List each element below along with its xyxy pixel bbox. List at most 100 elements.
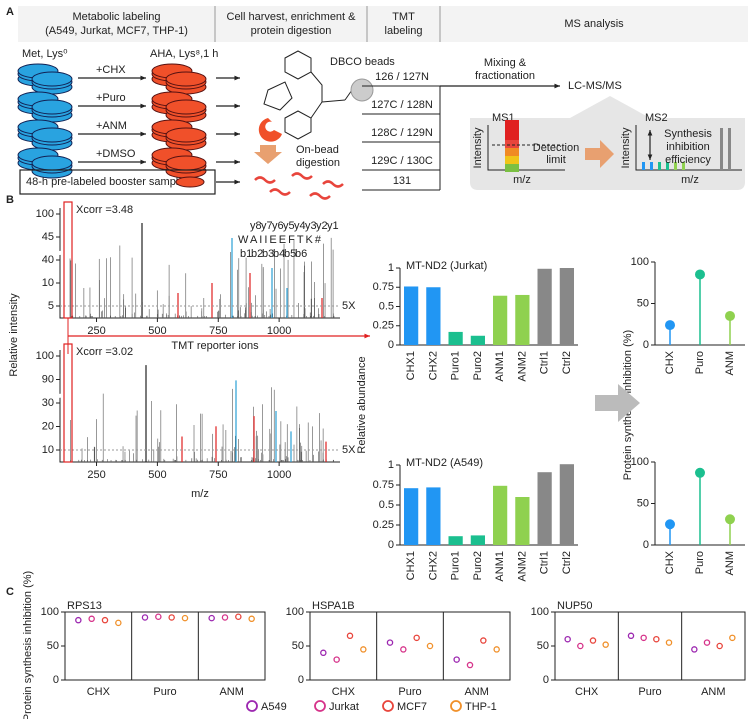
- x-axis-label: m/z: [191, 488, 209, 500]
- x-tick-label: Puro: [398, 686, 421, 698]
- detection-label: Detection: [533, 142, 579, 154]
- legend-label: A549: [261, 701, 287, 713]
- bar: [493, 295, 508, 345]
- arrow-head: [234, 131, 240, 137]
- plot-frame: [554, 611, 746, 681]
- y-tick-label: 0.75: [373, 281, 394, 293]
- y-tick-label: 0: [53, 674, 59, 686]
- ms2-peak: [682, 162, 685, 170]
- bar: [537, 268, 552, 345]
- lollipop-head: [725, 514, 735, 525]
- header-text: (A549, Jurkat, MCF7, THP-1): [45, 25, 188, 37]
- dot: [716, 642, 723, 650]
- bar: [470, 335, 485, 345]
- x-tick-label: ANM: [464, 686, 488, 698]
- dot: [141, 614, 149, 621]
- arrow-head: [647, 154, 653, 160]
- chart-title: RPS13: [67, 600, 102, 612]
- bar: [559, 464, 574, 545]
- dot: [729, 634, 736, 642]
- peptide: [309, 192, 331, 200]
- dot: [221, 614, 229, 621]
- x-tick-label: Puro: [638, 686, 661, 698]
- triazole: [263, 81, 293, 111]
- ms1-stack: [505, 156, 519, 164]
- y-axis-label: Protein synthesis inhibition (%): [22, 571, 34, 719]
- booster-box: [19, 169, 216, 195]
- dot: [589, 637, 597, 644]
- dish-rim: [31, 155, 73, 171]
- y-tick-label: 10: [42, 277, 54, 289]
- b-ion: b5: [284, 248, 296, 260]
- label-before: Met, Lys⁰: [22, 48, 68, 60]
- ms1-stack: [505, 140, 519, 148]
- dot: [386, 639, 394, 646]
- ms2-peak: [658, 162, 661, 170]
- y-ion: y1: [327, 220, 339, 232]
- x-tick-label: 500: [148, 325, 166, 337]
- lollipop-head: [665, 320, 675, 331]
- dot: [168, 614, 175, 621]
- y-tick-label: 50: [292, 640, 304, 652]
- y-ion: y6: [272, 220, 284, 232]
- dot: [235, 613, 242, 621]
- x-tick-label: Ctrl2: [561, 351, 573, 374]
- dot: [627, 632, 635, 640]
- efficiency-label: inhibition: [666, 141, 709, 153]
- legend-marker: [246, 700, 258, 712]
- dish-rim: [165, 71, 207, 87]
- y-tick-label: 0: [388, 539, 394, 551]
- y-tick-label: 50: [637, 297, 649, 309]
- y-tick-label: 100: [631, 256, 649, 268]
- treatment-label: +ANM: [96, 120, 127, 132]
- peptide: [254, 176, 276, 184]
- dish-rim: [165, 127, 207, 143]
- x-tick-label: CHX2: [427, 351, 439, 380]
- plot-frame: [309, 611, 511, 681]
- y-axis-label: Relative intensity: [8, 293, 20, 377]
- y-tick-label: 50: [537, 640, 549, 652]
- x-tick-label: 750: [209, 469, 227, 481]
- y-tick-label: 90: [42, 373, 54, 385]
- y-tick-label: 0.5: [379, 499, 394, 511]
- beads-label: DBCO beads: [330, 56, 395, 68]
- dot: [155, 613, 162, 621]
- arrow-head: [234, 75, 240, 81]
- lollipop-head: [695, 467, 705, 478]
- arrow-head: [140, 159, 146, 165]
- x-tick-label: CHX: [575, 686, 599, 698]
- x-tick-label: 750: [209, 325, 227, 337]
- dot: [333, 656, 340, 663]
- x-tick-label: ANM: [724, 351, 736, 375]
- ms2-peak: [674, 162, 677, 170]
- x-tick-label: Puro1: [450, 351, 462, 380]
- tmt-label: 128C / 129N: [371, 127, 433, 139]
- bar: [426, 287, 441, 345]
- y-tick-label: 5: [48, 300, 54, 312]
- digestion-label: On-bead: [296, 144, 339, 156]
- bar: [448, 331, 463, 345]
- dot: [653, 635, 660, 643]
- chart-title: MT-ND2 (A549): [406, 457, 483, 469]
- header-text: Metabolic labeling: [72, 11, 160, 23]
- y-tick-label: 0: [298, 674, 304, 686]
- dot: [320, 649, 327, 657]
- treatment-label: +CHX: [96, 64, 126, 76]
- legend-marker: [382, 700, 394, 712]
- mixing-label: fractionation: [475, 70, 535, 82]
- treatment-label: +DMSO: [96, 148, 136, 160]
- ms2-peak: [642, 162, 645, 170]
- x-tick-label: ANM2: [516, 351, 528, 382]
- xcorr-label: Xcorr =3.02: [76, 346, 133, 358]
- y-tick-label: 100: [286, 606, 304, 618]
- bar: [515, 294, 530, 345]
- dish-rim: [31, 71, 73, 87]
- dot: [665, 639, 673, 646]
- bar: [493, 485, 508, 545]
- x-tick-label: Puro2: [472, 551, 484, 580]
- ms1-stack: [505, 148, 519, 156]
- y-tick-label: 20: [42, 420, 54, 432]
- dot: [75, 616, 82, 624]
- y-ion: y2: [316, 220, 328, 232]
- ring: [284, 110, 312, 140]
